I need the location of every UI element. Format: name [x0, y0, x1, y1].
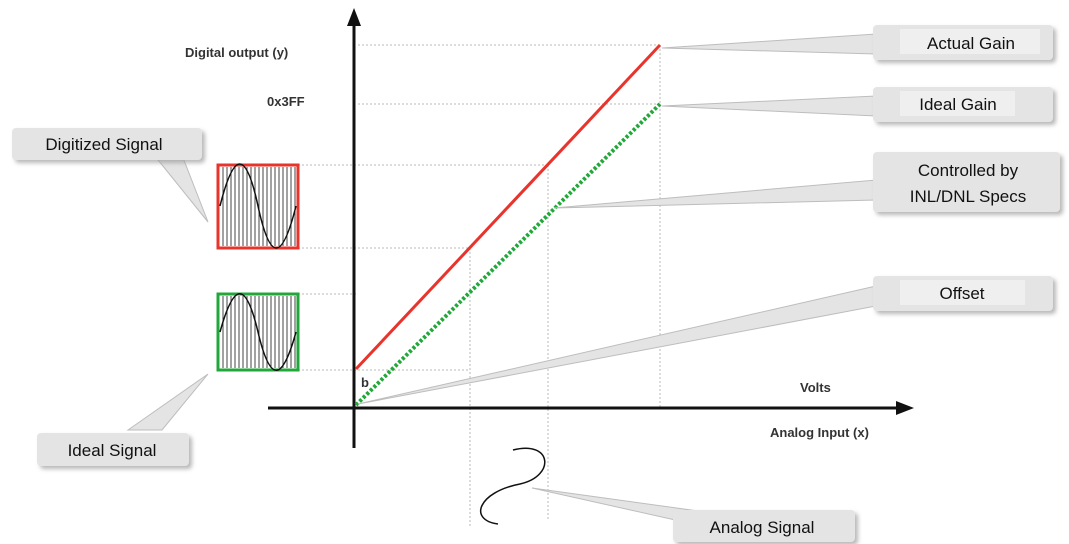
ideal-gain-pointer [661, 95, 877, 117]
y-axis-label: Digital output (y) [185, 45, 288, 60]
actual-gain-inner-panel [900, 29, 1040, 54]
digitized-signal-label: Digitized Signal [45, 135, 162, 154]
digitized-signal-sine [219, 163, 297, 249]
controlled-callout [873, 152, 1060, 212]
offset-point-label: b [361, 375, 369, 390]
ideal-signal-samples [222, 296, 296, 368]
analog-signal-label: Analog Signal [710, 518, 815, 537]
digitized-signal-pointer [148, 149, 209, 223]
controlled-label-line2: INL/DNL Specs [910, 187, 1027, 206]
offset-label: Offset [939, 284, 984, 303]
ideal-signal-callout [37, 433, 189, 466]
ideal-signal-sine [219, 293, 297, 371]
digitized-signal-samples [222, 167, 296, 246]
ideal-gain-line [354, 102, 662, 407]
callout-pointers [126, 33, 877, 531]
actual-gain-line [354, 43, 662, 371]
ideal-signal-pointer [126, 373, 209, 431]
controlled-label-line1: Controlled by [918, 161, 1019, 180]
x-axis-label: Analog Input (x) [770, 425, 869, 440]
actual-gain-label: Actual Gain [927, 34, 1015, 53]
y-axis-arrowhead [347, 8, 361, 26]
offset-pointer [357, 285, 877, 405]
ideal-signal-label: Ideal Signal [68, 441, 157, 460]
analog-signal-waveform [480, 447, 546, 525]
digitized-signal-box [216, 163, 300, 250]
offset-inner-panel [900, 280, 1025, 305]
callout-inner-panels [900, 29, 1040, 305]
axes [268, 8, 914, 448]
digitized-signal-callout [12, 128, 202, 160]
controlled-pointer [553, 179, 877, 209]
ideal-gain-inner-panel [900, 91, 1015, 116]
analog-signal-callout [673, 510, 855, 542]
y-max-code-label: 0x3FF [267, 94, 305, 109]
actual-gain-pointer [661, 33, 877, 55]
ideal-gain-label: Ideal Gain [919, 95, 997, 114]
x-axis-arrowhead [896, 401, 914, 415]
ideal-signal-box [216, 292, 300, 372]
x-axis-unit-label: Volts [800, 380, 831, 395]
